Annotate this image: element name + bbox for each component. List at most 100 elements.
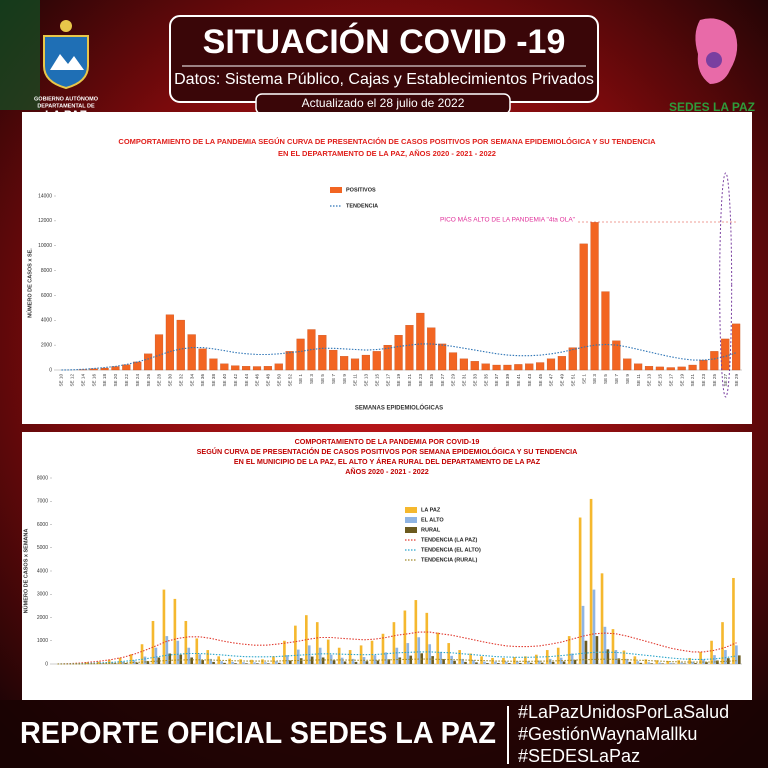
bar bbox=[184, 620, 188, 664]
chart-title: EN EL MUNICIPIO DE LA PAZ, EL ALTO Y ÁRE… bbox=[234, 457, 541, 466]
x-tick-label: SE 23 bbox=[418, 374, 423, 387]
bar bbox=[288, 660, 292, 664]
bar bbox=[157, 657, 161, 664]
legend-swatch bbox=[405, 527, 417, 533]
bar bbox=[680, 662, 683, 664]
bar bbox=[570, 653, 574, 664]
x-tick-label: SE 29 bbox=[451, 374, 456, 387]
bar bbox=[209, 358, 218, 371]
x-tick-label: SE 15 bbox=[374, 374, 379, 387]
bar bbox=[710, 351, 719, 371]
x-tick-label: SE 7 bbox=[331, 374, 336, 384]
logo-text: GOBIERNO AUTÓNOMO bbox=[34, 94, 99, 102]
bar bbox=[503, 364, 512, 371]
legend-label: TENDENCIA bbox=[346, 203, 378, 209]
bar bbox=[294, 625, 297, 664]
x-tick-label: SE 47 bbox=[549, 374, 554, 387]
x-tick-label: SE 21 bbox=[690, 374, 695, 387]
bar bbox=[459, 358, 468, 371]
bar bbox=[518, 662, 522, 664]
bar bbox=[475, 662, 478, 664]
bar bbox=[372, 351, 381, 371]
bar bbox=[381, 633, 385, 664]
bar bbox=[505, 661, 508, 664]
bar bbox=[220, 661, 223, 664]
bar bbox=[96, 661, 100, 664]
bar bbox=[209, 658, 212, 664]
bar bbox=[661, 663, 664, 664]
x-tick-label: SE 41 bbox=[516, 374, 521, 387]
bar bbox=[721, 338, 730, 371]
bar bbox=[315, 622, 319, 664]
bar bbox=[507, 663, 511, 664]
bar bbox=[567, 636, 571, 664]
bar bbox=[644, 366, 654, 371]
x-tick-label: SE 11 bbox=[353, 374, 358, 387]
bar bbox=[551, 661, 555, 664]
x-tick-label: SE 43 bbox=[527, 374, 532, 387]
bar bbox=[628, 661, 632, 664]
bar bbox=[650, 663, 653, 664]
bar bbox=[735, 645, 738, 664]
bar bbox=[502, 657, 505, 664]
bar bbox=[242, 662, 245, 664]
bar bbox=[176, 319, 185, 371]
bar bbox=[606, 649, 610, 664]
bar bbox=[140, 644, 144, 664]
bar bbox=[614, 650, 618, 664]
bar bbox=[644, 659, 648, 664]
bar bbox=[494, 661, 497, 664]
bar bbox=[405, 325, 414, 371]
bar bbox=[398, 657, 402, 664]
y-tick-label: 2000 bbox=[37, 615, 48, 621]
x-tick-label: SE 1 bbox=[298, 374, 303, 384]
highlight bbox=[719, 172, 733, 398]
x-tick-label: SE 16 bbox=[91, 374, 96, 387]
x-tick-label: SE 5 bbox=[320, 374, 325, 384]
x-tick-label: SE 36 bbox=[200, 374, 205, 387]
bar bbox=[589, 498, 593, 664]
bar bbox=[337, 647, 341, 664]
chart-title: AÑOS 2020 - 2021 - 2022 bbox=[345, 467, 429, 476]
bar bbox=[387, 659, 391, 664]
bar bbox=[253, 662, 256, 664]
bar bbox=[406, 643, 410, 664]
x-tick-label: SE 33 bbox=[472, 374, 477, 387]
x-tick-label: SE 17 bbox=[385, 374, 390, 387]
x-tick-label: SE 9 bbox=[342, 374, 347, 384]
bar bbox=[234, 663, 237, 664]
legend-swatch bbox=[330, 187, 342, 193]
bar bbox=[351, 658, 355, 664]
chart-title: COMPORTAMIENTO DE LA PANDEMIA POR COVID-… bbox=[295, 437, 480, 446]
bar bbox=[187, 334, 196, 371]
bar bbox=[267, 663, 270, 664]
x-tick-label: SE 42 bbox=[233, 374, 238, 387]
bar bbox=[220, 363, 229, 371]
bar bbox=[275, 661, 278, 664]
corner bbox=[0, 0, 40, 110]
bar bbox=[89, 368, 98, 371]
bar bbox=[647, 662, 651, 664]
y-tick-label: 8000 bbox=[37, 475, 48, 481]
bar bbox=[250, 659, 253, 664]
legend-label: POSITIVOS bbox=[346, 187, 376, 193]
x-tick-label: SE 26 bbox=[146, 374, 151, 387]
bar bbox=[669, 662, 672, 664]
bar bbox=[361, 354, 370, 371]
bar bbox=[198, 348, 207, 371]
bar bbox=[666, 660, 670, 664]
bar bbox=[721, 622, 724, 664]
bar bbox=[261, 659, 264, 664]
y-tick-label: 12000 bbox=[38, 218, 52, 224]
bar bbox=[658, 662, 662, 664]
bar bbox=[442, 659, 445, 664]
bar bbox=[579, 243, 588, 371]
bar bbox=[416, 312, 425, 371]
bar bbox=[296, 649, 300, 664]
x-tick-label: SE 46 bbox=[255, 374, 260, 387]
x-tick-label: SE 39 bbox=[505, 374, 510, 387]
x-tick-label: SE 31 bbox=[462, 374, 467, 387]
panel bbox=[22, 112, 752, 424]
bar bbox=[497, 663, 500, 664]
logo-text: SEDES LA PAZ bbox=[669, 100, 755, 114]
